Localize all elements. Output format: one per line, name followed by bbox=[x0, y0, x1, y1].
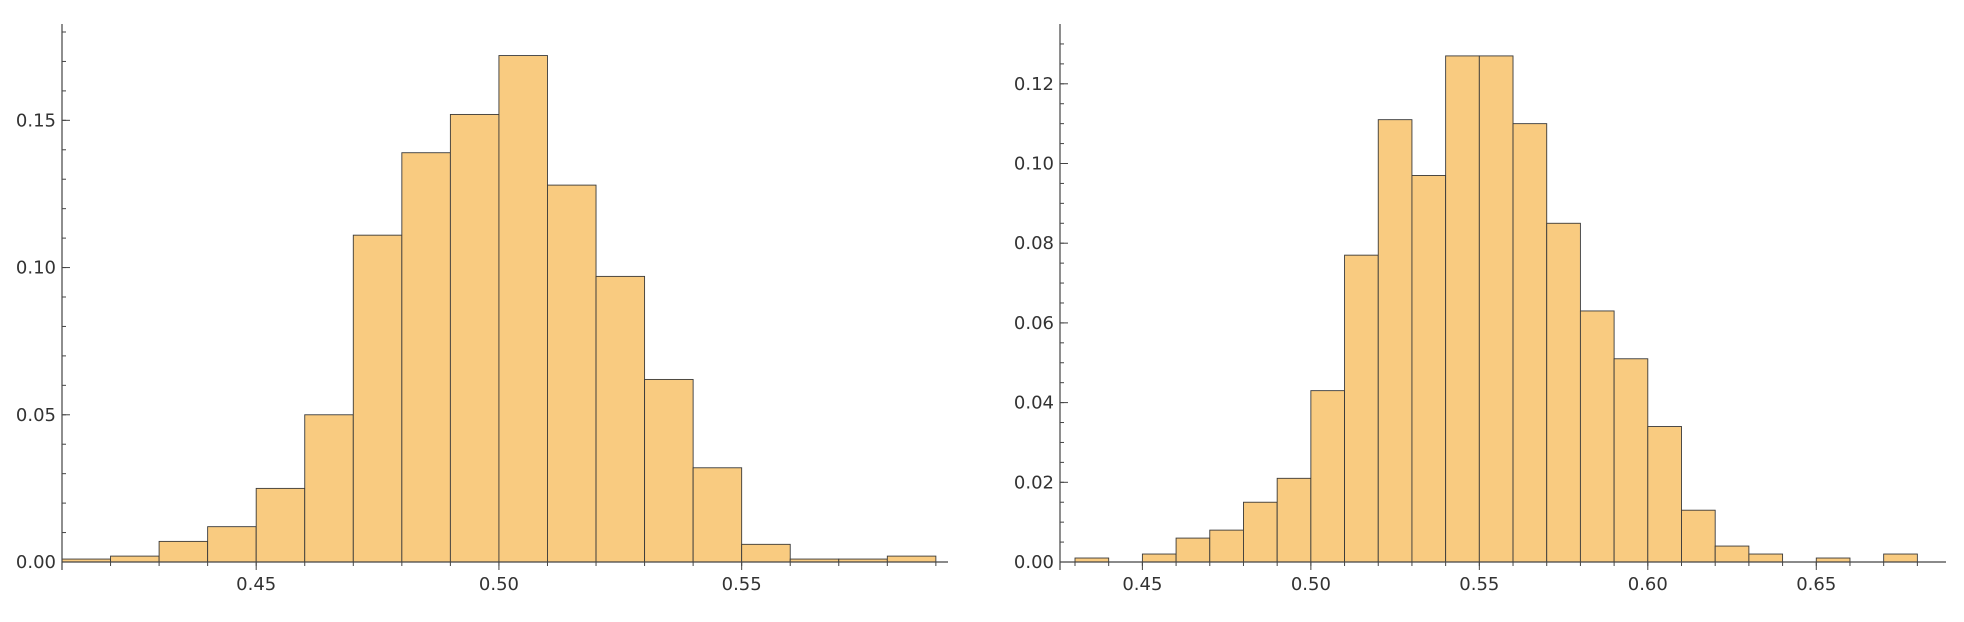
histogram-bar bbox=[255, 487, 306, 563]
histogram-bar bbox=[1344, 254, 1379, 563]
histogram-bar bbox=[449, 113, 500, 563]
histogram-bar bbox=[110, 555, 160, 563]
y-tick-label: 0.10 bbox=[16, 258, 56, 279]
y-tick-label: 0.15 bbox=[16, 110, 56, 131]
histogram-bar bbox=[1478, 55, 1514, 563]
histogram-bar bbox=[1175, 537, 1211, 563]
histogram-bar bbox=[1209, 529, 1244, 563]
histogram-bar bbox=[547, 184, 597, 563]
histogram-bar bbox=[1883, 553, 1918, 563]
histogram-bar bbox=[1613, 358, 1649, 563]
y-tick-label: 0.05 bbox=[16, 405, 56, 426]
histogram-bar bbox=[498, 55, 548, 563]
x-tick-label: 0.65 bbox=[1796, 574, 1836, 595]
histogram-panel-2: 0.00 0.02 0.04 0.06 0.08 0.10 0.12 0.45 0.50 0.55… bbox=[1014, 24, 1946, 595]
histogram-bar bbox=[886, 555, 937, 563]
histogram-bar bbox=[1748, 553, 1784, 563]
histogram-bar bbox=[304, 414, 354, 563]
histogram-panel-1: 0.00 0.05 0.10 0.15 0.45 0.50 0.55 bbox=[16, 24, 948, 595]
y-tick-label: 0.10 bbox=[1014, 154, 1054, 175]
histogram-bar bbox=[1647, 426, 1682, 563]
histogram-bar bbox=[1276, 477, 1312, 563]
histogram-bar bbox=[595, 275, 646, 563]
x-tick-label: 0.50 bbox=[1291, 574, 1331, 595]
histogram-bar bbox=[1243, 501, 1278, 563]
histogram-bar bbox=[158, 540, 209, 563]
y-tick-label: 0.06 bbox=[1014, 313, 1054, 334]
histogram-bar bbox=[1681, 509, 1716, 563]
x-tick-label: 0.55 bbox=[1459, 574, 1499, 595]
histogram-bar bbox=[1411, 175, 1447, 563]
y-tick-label: 0.12 bbox=[1014, 74, 1054, 95]
y-tick-label: 0.00 bbox=[16, 552, 56, 573]
histogram-bar bbox=[1445, 55, 1480, 563]
histogram-bar bbox=[1310, 390, 1345, 563]
histogram-bar bbox=[1714, 545, 1750, 563]
histogram-bar bbox=[741, 543, 791, 563]
x-tick-label: 0.45 bbox=[236, 574, 276, 595]
histogram-bar bbox=[1141, 553, 1177, 563]
histogram-bar bbox=[352, 234, 403, 563]
y-tick-label: 0.00 bbox=[1014, 552, 1054, 573]
histogram-bar bbox=[1546, 222, 1581, 563]
histogram-bar bbox=[1377, 119, 1413, 563]
histogram-bar bbox=[207, 526, 257, 563]
x-tick-label: 0.45 bbox=[1122, 574, 1162, 595]
x-tick-label: 0.50 bbox=[479, 574, 519, 595]
histogram-bar bbox=[401, 152, 451, 563]
histogram-bar bbox=[1579, 310, 1615, 563]
x-tick-label: 0.60 bbox=[1628, 574, 1668, 595]
y-tick-label: 0.02 bbox=[1014, 472, 1054, 493]
x-tick-label: 0.55 bbox=[722, 574, 762, 595]
histogram-bar bbox=[644, 378, 694, 563]
y-tick-label: 0.04 bbox=[1014, 393, 1054, 414]
histogram-bar bbox=[692, 467, 743, 563]
histogram-bar bbox=[1512, 123, 1548, 563]
y-tick-label: 0.08 bbox=[1014, 233, 1054, 254]
